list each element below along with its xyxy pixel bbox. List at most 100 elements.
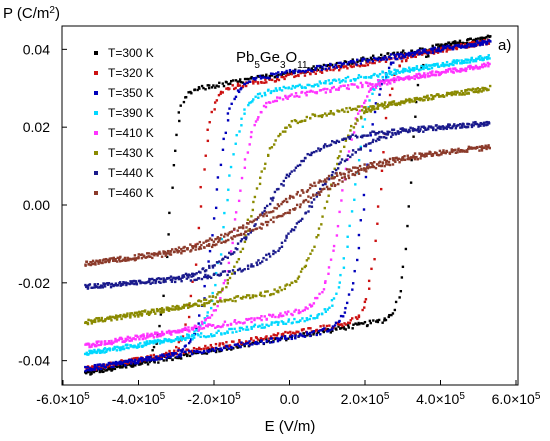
data-point (251, 295, 255, 299)
data-point (121, 340, 124, 344)
data-point (351, 172, 355, 176)
data-point (245, 342, 248, 345)
data-point (238, 267, 241, 271)
data-point (167, 307, 171, 310)
data-point (399, 289, 403, 293)
data-point (162, 308, 165, 311)
legend-item: T=300 K (94, 46, 154, 60)
data-point (112, 347, 115, 351)
data-point (177, 353, 181, 357)
data-point (376, 105, 380, 108)
data-point (300, 159, 303, 163)
data-point (272, 249, 275, 253)
data-point (327, 174, 331, 178)
data-point (360, 135, 364, 139)
data-point (319, 70, 322, 73)
data-point (144, 256, 147, 259)
data-point (319, 333, 322, 336)
data-point (217, 291, 220, 294)
data-point (169, 331, 172, 335)
data-point (445, 60, 449, 64)
data-point (376, 83, 379, 86)
data-point (364, 175, 368, 179)
data-point (445, 94, 449, 97)
data-point (214, 309, 218, 312)
data-point (304, 306, 307, 309)
data-point (392, 51, 396, 55)
data-point (176, 356, 179, 360)
data-point (214, 237, 217, 241)
data-point (413, 53, 416, 56)
data-point (330, 184, 333, 187)
data-point (100, 351, 104, 354)
data-point (124, 361, 127, 365)
data-point (358, 105, 361, 108)
data-point (185, 348, 188, 351)
data-point (112, 316, 115, 319)
data-point (232, 340, 235, 343)
data-point (140, 362, 144, 365)
data-point (100, 349, 103, 353)
data-point (378, 135, 381, 139)
data-point (208, 349, 212, 352)
data-point (357, 322, 361, 326)
data-point (297, 220, 300, 224)
data-point (230, 346, 234, 350)
data-point (484, 64, 487, 67)
data-point (361, 59, 364, 62)
data-point (371, 106, 375, 110)
data-point (391, 131, 394, 135)
data-point (188, 273, 191, 277)
data-point (117, 346, 120, 349)
data-point (167, 352, 171, 356)
data-point (177, 246, 181, 249)
data-point (430, 51, 433, 55)
data-point (401, 71, 405, 74)
data-point (124, 337, 127, 341)
data-point (428, 150, 431, 154)
data-point (315, 328, 319, 332)
data-point (388, 71, 391, 75)
data-point (379, 87, 382, 91)
data-point (91, 366, 94, 369)
data-point (220, 348, 224, 352)
data-point (452, 124, 456, 127)
data-point (200, 303, 204, 307)
data-point (122, 314, 125, 317)
data-point (293, 332, 297, 335)
data-point (398, 64, 401, 67)
data-point (173, 280, 177, 284)
data-point (206, 325, 209, 328)
data-point (169, 278, 173, 282)
data-point (372, 105, 376, 108)
data-point (447, 41, 450, 44)
data-point (302, 159, 305, 163)
data-point (422, 125, 425, 128)
data-point (220, 233, 223, 237)
data-point (149, 359, 152, 362)
data-point (351, 149, 355, 152)
data-point (394, 71, 397, 74)
data-point (268, 74, 271, 78)
data-point (255, 261, 258, 264)
data-point (154, 281, 157, 285)
data-point (408, 100, 411, 104)
data-point (352, 65, 355, 68)
data-point (416, 83, 420, 87)
data-point (437, 65, 441, 69)
data-point (219, 237, 222, 240)
data-point (272, 143, 276, 146)
data-point (187, 326, 190, 329)
data-point (336, 156, 340, 160)
data-point (253, 195, 257, 199)
data-point (136, 257, 139, 260)
data-point (254, 227, 257, 231)
data-point (380, 164, 384, 168)
data-point (291, 334, 294, 337)
data-point (250, 130, 253, 134)
legend-label: T=300 K (108, 46, 154, 60)
data-point (317, 84, 320, 88)
data-point (221, 91, 225, 94)
data-point (428, 49, 431, 52)
data-point (463, 46, 467, 49)
